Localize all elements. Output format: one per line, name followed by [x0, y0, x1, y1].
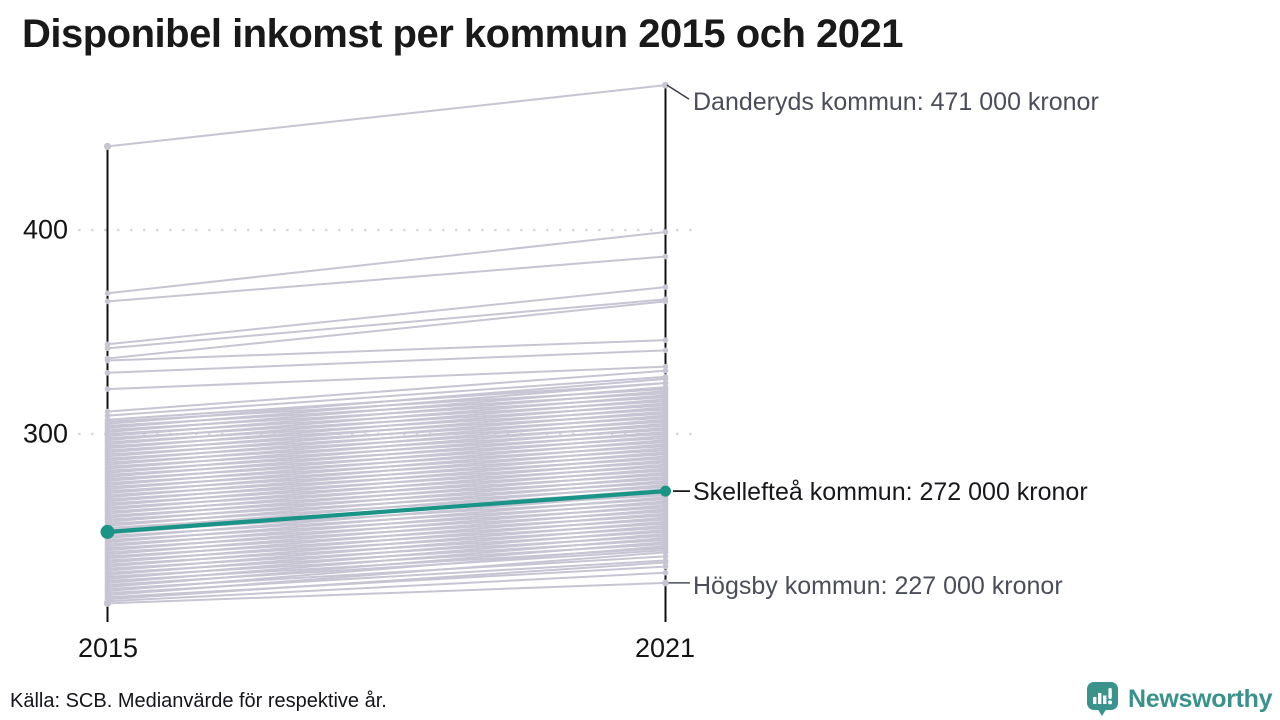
bar-chart-speech-bubble-icon [1087, 682, 1118, 716]
annotation-hogsby: Högsby kommun: 227 000 kronor [693, 571, 1063, 600]
background-lines [103, 81, 669, 607]
x-axis-label-2021: 2021 [634, 633, 696, 663]
x-axis-label-2015: 2015 [77, 633, 139, 663]
source-note: Källa: SCB. Medianvärde för respektive å… [10, 690, 387, 712]
highlight-line-skelleftea [100, 485, 671, 539]
y-axis-tick-400: 400 [22, 214, 68, 245]
connector-danderyd [666, 84, 690, 100]
annotation-skelleftea: Skellefteå kommun: 272 000 kronor [693, 478, 1088, 507]
annotation-danderyd: Danderyds kommun: 471 000 kronor [693, 88, 1099, 117]
newsworthy-wordmark: Newsworthy [1128, 685, 1273, 713]
newsworthy-logo: Newsworthy [1086, 681, 1273, 718]
y-axis-tick-300: 300 [22, 418, 68, 449]
chart-title: Disponibel inkomst per kommun 2015 och 2… [22, 12, 904, 56]
